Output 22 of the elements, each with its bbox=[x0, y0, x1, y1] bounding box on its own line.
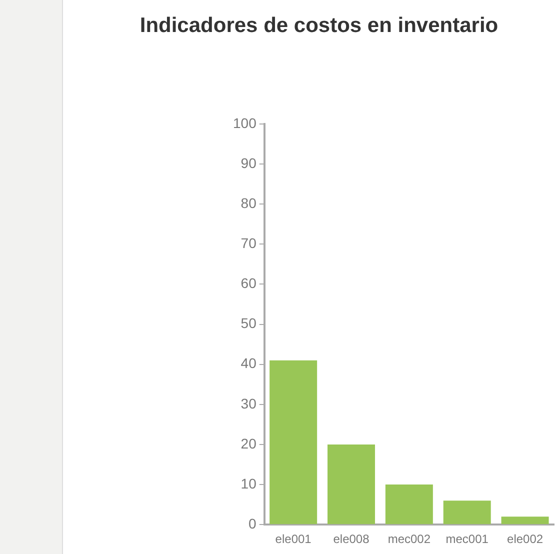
chart-title: Indicadores de costos en inventario bbox=[138, 14, 500, 38]
y-tick-label: 30 bbox=[240, 395, 257, 412]
bar bbox=[385, 484, 433, 524]
y-tick-label: 10 bbox=[240, 475, 257, 492]
x-tick-label: ele002 bbox=[507, 532, 544, 546]
y-tick-label: 60 bbox=[240, 275, 257, 292]
x-tick-label: ele001 bbox=[275, 532, 312, 546]
y-tick-label: 50 bbox=[240, 315, 257, 332]
x-tick-label: ele008 bbox=[333, 532, 370, 546]
x-tick-label: mec001 bbox=[446, 532, 489, 546]
bar bbox=[501, 516, 549, 524]
y-tick-label: 70 bbox=[240, 235, 257, 252]
y-tick-label: 20 bbox=[240, 435, 257, 452]
y-tick-label: 40 bbox=[240, 355, 257, 372]
y-tick-label: 0 bbox=[248, 515, 257, 532]
y-tick-label: 80 bbox=[240, 194, 257, 211]
y-tick-label: 100 bbox=[233, 114, 257, 131]
y-tick-label: 90 bbox=[240, 154, 257, 171]
bar bbox=[328, 444, 375, 524]
x-tick-label: mec002 bbox=[388, 532, 431, 546]
bar bbox=[443, 500, 491, 524]
bar bbox=[270, 360, 318, 524]
